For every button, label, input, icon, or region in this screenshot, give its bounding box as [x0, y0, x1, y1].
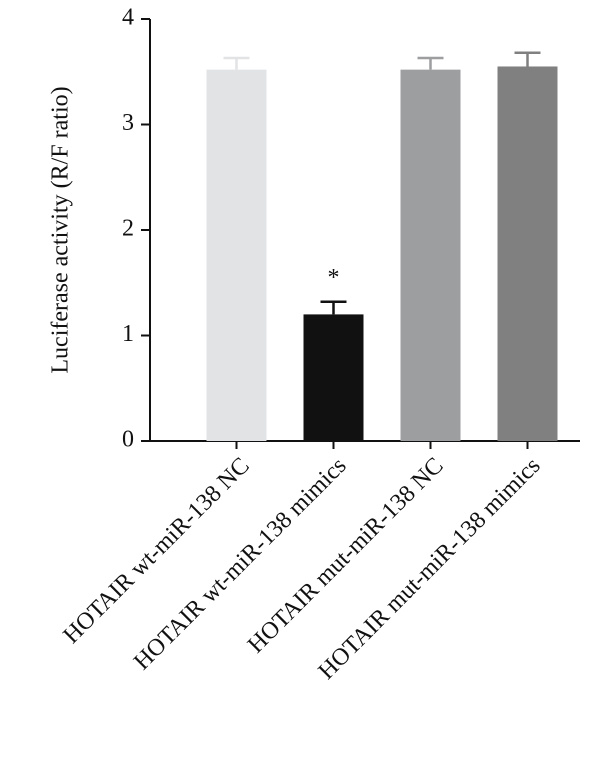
bar	[206, 69, 267, 441]
y-tick-label: 1	[122, 321, 134, 347]
bar	[303, 314, 364, 441]
y-tick-label: 3	[122, 110, 134, 136]
x-tick-label: HOTAIR wt-miR-138 NC	[58, 453, 254, 649]
annotation: *	[328, 265, 340, 291]
bar	[497, 66, 558, 441]
bar	[400, 69, 461, 441]
y-tick-label: 2	[122, 216, 134, 242]
error-bar	[320, 300, 347, 315]
y-tick-label: 4	[122, 5, 134, 31]
error-bar	[417, 56, 444, 70]
y-tick-label: 0	[122, 427, 134, 453]
error-bar	[514, 51, 541, 67]
error-bar	[223, 56, 250, 70]
x-tick-label: HOTAIR mut-miR-138 NC	[243, 453, 449, 659]
y-axis-label: Luciferase activity (R/F ratio)	[48, 86, 74, 373]
